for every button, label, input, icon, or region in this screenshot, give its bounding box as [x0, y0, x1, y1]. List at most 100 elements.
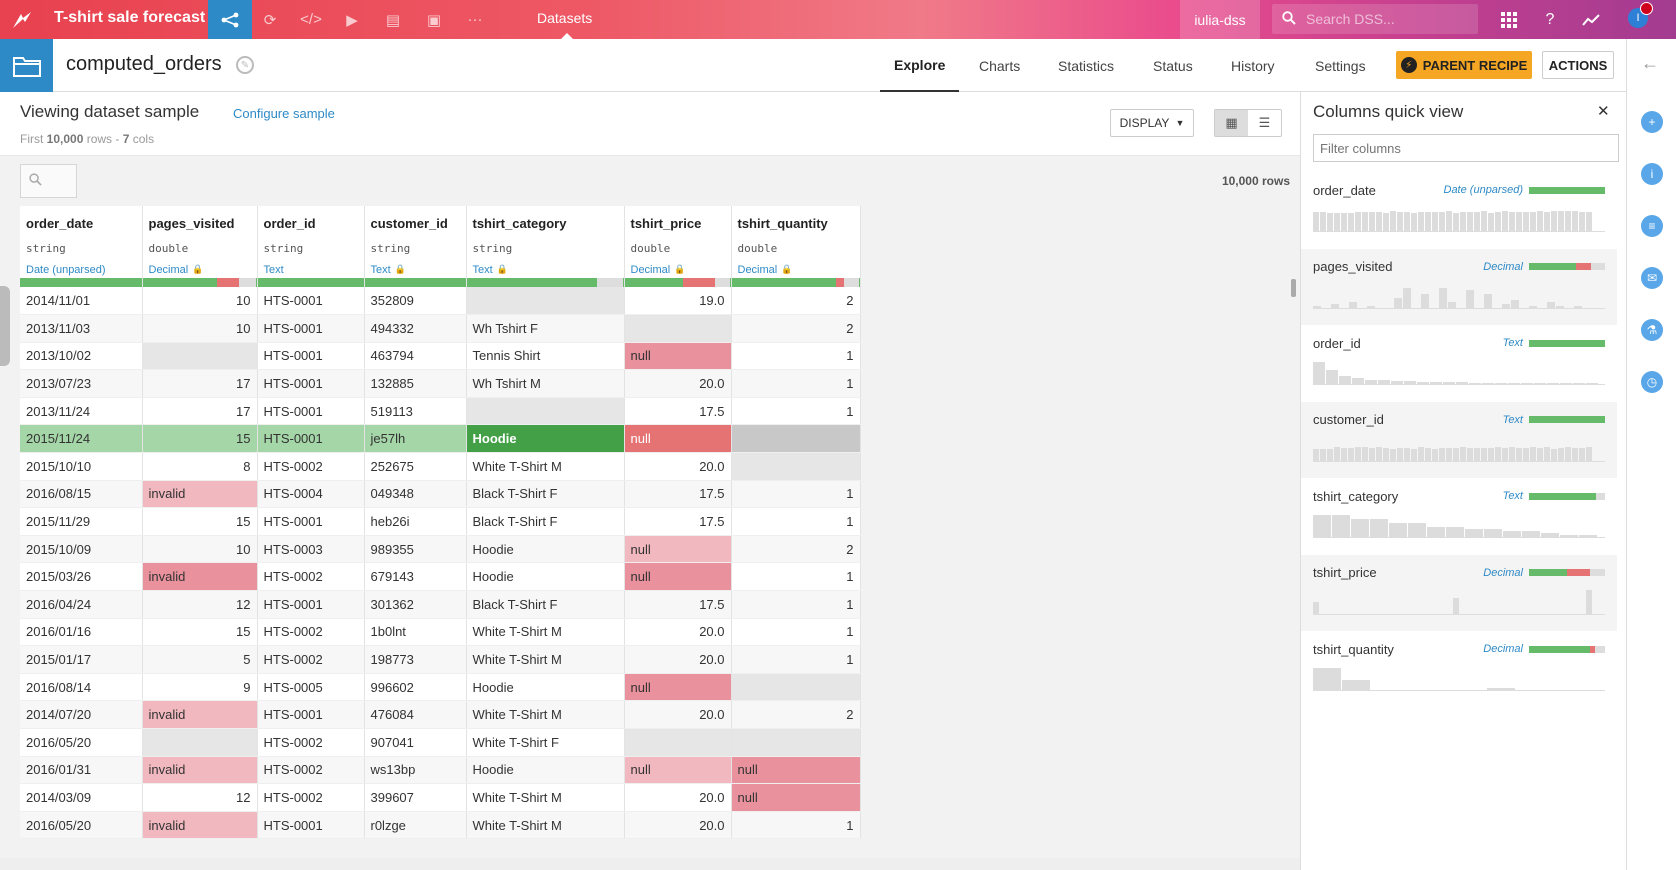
- table-cell[interactable]: HTS-0005: [257, 673, 364, 701]
- table-cell[interactable]: 1: [731, 646, 860, 674]
- quick-view-column[interactable]: customer_id Text: [1301, 402, 1617, 478]
- table-row[interactable]: 2016/08/14 9 HTS-0005 996602 Hoodie null: [20, 673, 860, 701]
- table-cell[interactable]: r0lzge: [364, 811, 466, 839]
- table-cell[interactable]: HTS-0002: [257, 453, 364, 481]
- column-name[interactable]: customer_id: [365, 206, 466, 242]
- table-cell[interactable]: 2015/01/17: [20, 646, 142, 674]
- configure-sample-link[interactable]: Configure sample: [233, 106, 335, 121]
- table-row[interactable]: 2014/07/20 invalid HTS-0001 476084 White T-S…: [20, 701, 860, 729]
- table-cell[interactable]: 463794: [364, 342, 466, 370]
- table-cell[interactable]: HTS-0002: [257, 729, 364, 757]
- table-cell[interactable]: White T-Shirt M: [466, 701, 624, 729]
- table-cell[interactable]: HTS-0002: [257, 618, 364, 646]
- help-icon[interactable]: ?: [1530, 0, 1570, 39]
- table-cell[interactable]: 2013/10/02: [20, 342, 142, 370]
- edit-name-icon[interactable]: ✎: [236, 56, 254, 74]
- table-cell[interactable]: 12: [142, 784, 257, 812]
- table-cell[interactable]: 1: [731, 342, 860, 370]
- table-cell[interactable]: HTS-0001: [257, 425, 364, 453]
- table-cell[interactable]: 20.0: [624, 646, 731, 674]
- table-cell[interactable]: 1: [731, 591, 860, 619]
- table-row[interactable]: 2016/05/20 HTS-0002 907041 White T-Shirt F: [20, 729, 860, 757]
- table-cell[interactable]: 2: [731, 535, 860, 563]
- table-cell[interactable]: 12: [142, 591, 257, 619]
- table-cell[interactable]: Hoodie: [466, 563, 624, 591]
- table-cell[interactable]: null: [624, 756, 731, 784]
- table-cell[interactable]: 1: [731, 508, 860, 536]
- quick-view-column[interactable]: pages_visited Decimal: [1301, 249, 1617, 325]
- quick-view-column[interactable]: order_date Date (unparsed): [1301, 172, 1617, 248]
- table-cell[interactable]: 5: [142, 646, 257, 674]
- table-cell[interactable]: 1b0lnt: [364, 618, 466, 646]
- table-cell[interactable]: 1: [731, 618, 860, 646]
- table-cell[interactable]: null: [624, 673, 731, 701]
- tab-settings[interactable]: Settings: [1301, 39, 1380, 92]
- table-cell[interactable]: 15: [142, 508, 257, 536]
- table-cell[interactable]: 2016/08/14: [20, 673, 142, 701]
- table-row[interactable]: 2015/11/29 15 HTS-0001 heb26i Black T-Shirt …: [20, 508, 860, 536]
- table-row[interactable]: 2013/11/03 10 HTS-0001 494332 Wh Tshirt F2: [20, 315, 860, 343]
- list-view-icon[interactable]: ☰: [1248, 110, 1281, 136]
- table-row[interactable]: 2015/11/24 15 HTS-0001 je57lh Hoodie null: [20, 425, 860, 453]
- global-search[interactable]: [1272, 4, 1478, 34]
- table-cell[interactable]: je57lh: [364, 425, 466, 453]
- table-cell[interactable]: Black T-Shirt F: [466, 480, 624, 508]
- table-cell[interactable]: 15: [142, 425, 257, 453]
- table-cell[interactable]: invalid: [142, 480, 257, 508]
- dss-logo-icon[interactable]: [0, 0, 44, 39]
- dataset-name[interactable]: computed_orders: [66, 53, 222, 76]
- table-cell[interactable]: HTS-0001: [257, 508, 364, 536]
- table-cell[interactable]: 10: [142, 287, 257, 315]
- table-cell[interactable]: 2016/05/20: [20, 811, 142, 839]
- table-cell[interactable]: Hoodie: [466, 425, 624, 453]
- table-row[interactable]: 2016/08/15 invalid HTS-0004 049348 Black T-S…: [20, 480, 860, 508]
- table-cell[interactable]: White T-Shirt M: [466, 618, 624, 646]
- collapse-arrow-icon[interactable]: ←: [1641, 53, 1659, 74]
- table-cell[interactable]: 1: [731, 811, 860, 839]
- column-name[interactable]: tshirt_category: [467, 206, 624, 242]
- quick-view-column[interactable]: tshirt_category Text: [1301, 478, 1617, 554]
- column-meaning[interactable]: Decimal 🔒: [143, 262, 257, 277]
- table-cell[interactable]: 1: [731, 563, 860, 591]
- column-meaning[interactable]: Decimal 🔒: [732, 262, 860, 277]
- column-meaning[interactable]: Decimal 🔒: [625, 262, 731, 277]
- add-icon[interactable]: +: [1641, 111, 1663, 133]
- table-cell[interactable]: Hoodie: [466, 673, 624, 701]
- table-cell[interactable]: Black T-Shirt F: [466, 508, 624, 536]
- table-cell[interactable]: 20.0: [624, 453, 731, 481]
- grid-search-input[interactable]: [20, 164, 77, 198]
- table-cell[interactable]: 198773: [364, 646, 466, 674]
- table-cell[interactable]: 2015/10/10: [20, 453, 142, 481]
- table-cell[interactable]: 19.0: [624, 287, 731, 315]
- table-cell[interactable]: White T-Shirt F: [466, 729, 624, 757]
- table-cell[interactable]: HTS-0001: [257, 591, 364, 619]
- table-cell[interactable]: HTS-0004: [257, 480, 364, 508]
- table-cell[interactable]: [731, 673, 860, 701]
- table-cell[interactable]: [624, 729, 731, 757]
- column-header[interactable]: order_date string Date (unparsed): [20, 206, 142, 287]
- more-icon[interactable]: ···: [453, 0, 497, 39]
- table-cell[interactable]: 2016/01/31: [20, 756, 142, 784]
- table-cell[interactable]: 494332: [364, 315, 466, 343]
- column-name[interactable]: order_id: [258, 206, 364, 242]
- table-row[interactable]: 2013/07/23 17 HTS-0001 132885 Wh Tshirt M 20.…: [20, 370, 860, 398]
- table-cell[interactable]: 2013/07/23: [20, 370, 142, 398]
- tab-explore[interactable]: Explore: [880, 39, 959, 92]
- quick-view-column[interactable]: order_id Text: [1301, 325, 1617, 401]
- table-cell[interactable]: 17.5: [624, 480, 731, 508]
- table-cell[interactable]: 352809: [364, 287, 466, 315]
- table-cell[interactable]: [466, 397, 624, 425]
- table-cell[interactable]: 9: [142, 673, 257, 701]
- table-row[interactable]: 2015/01/17 5 HTS-0002 198773 White T-Shirt M…: [20, 646, 860, 674]
- table-cell[interactable]: HTS-0002: [257, 784, 364, 812]
- table-cell[interactable]: 1: [731, 397, 860, 425]
- table-cell[interactable]: [466, 287, 624, 315]
- table-row[interactable]: 2014/11/01 10 HTS-0001 352809 19.0 2: [20, 287, 860, 315]
- table-cell[interactable]: ws13bp: [364, 756, 466, 784]
- table-cell[interactable]: 476084: [364, 701, 466, 729]
- table-cell[interactable]: 907041: [364, 729, 466, 757]
- table-cell[interactable]: HTS-0002: [257, 756, 364, 784]
- table-cell[interactable]: 10: [142, 535, 257, 563]
- table-cell[interactable]: [624, 315, 731, 343]
- table-cell[interactable]: 10: [142, 315, 257, 343]
